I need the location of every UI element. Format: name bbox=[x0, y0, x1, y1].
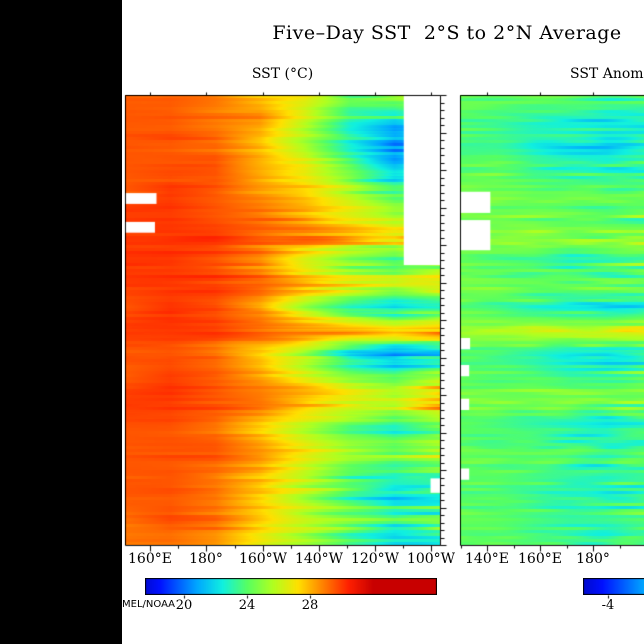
x-tick-label: 160°E bbox=[128, 551, 172, 567]
x-tick-label: 160°E bbox=[518, 551, 562, 567]
colorbar-tick-label: 20 bbox=[175, 598, 193, 613]
sst-anomaly-heatmap bbox=[460, 95, 644, 545]
credit-text: MEL/NOAA bbox=[122, 599, 176, 610]
sst-anomaly-panel-title: SST Anom bbox=[570, 66, 644, 82]
x-tick-label: 140°E bbox=[465, 551, 509, 567]
x-tick-label: 180° bbox=[576, 551, 610, 567]
x-tick-label: 100°W bbox=[406, 551, 456, 567]
sst-panel-title: SST (°C) bbox=[251, 66, 314, 82]
sst-colorbar bbox=[145, 578, 437, 595]
x-tick-label: 180° bbox=[189, 551, 223, 567]
left-black-mask bbox=[0, 0, 122, 644]
sst-heatmap bbox=[125, 95, 440, 545]
x-tick-label: 160°W bbox=[238, 551, 288, 567]
sst-anomaly-colorbar bbox=[583, 578, 644, 595]
x-tick-label: 140°W bbox=[294, 551, 344, 567]
colorbar-tick-label: 28 bbox=[301, 598, 319, 613]
figure-title: Five–Day SST 2°S to 2°N Average bbox=[272, 22, 622, 44]
colorbar-tick-label: -4 bbox=[601, 598, 615, 613]
colorbar-tick-label: 24 bbox=[238, 598, 256, 613]
x-tick-label: 120°W bbox=[350, 551, 400, 567]
